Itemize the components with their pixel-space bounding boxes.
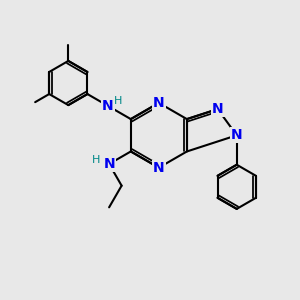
Text: N: N <box>231 128 242 142</box>
Text: H: H <box>114 95 123 106</box>
Text: N: N <box>153 96 165 110</box>
Text: N: N <box>212 102 224 116</box>
Text: H: H <box>92 154 100 165</box>
Text: N: N <box>153 161 165 175</box>
Text: N: N <box>102 99 114 113</box>
Text: N: N <box>103 157 115 171</box>
